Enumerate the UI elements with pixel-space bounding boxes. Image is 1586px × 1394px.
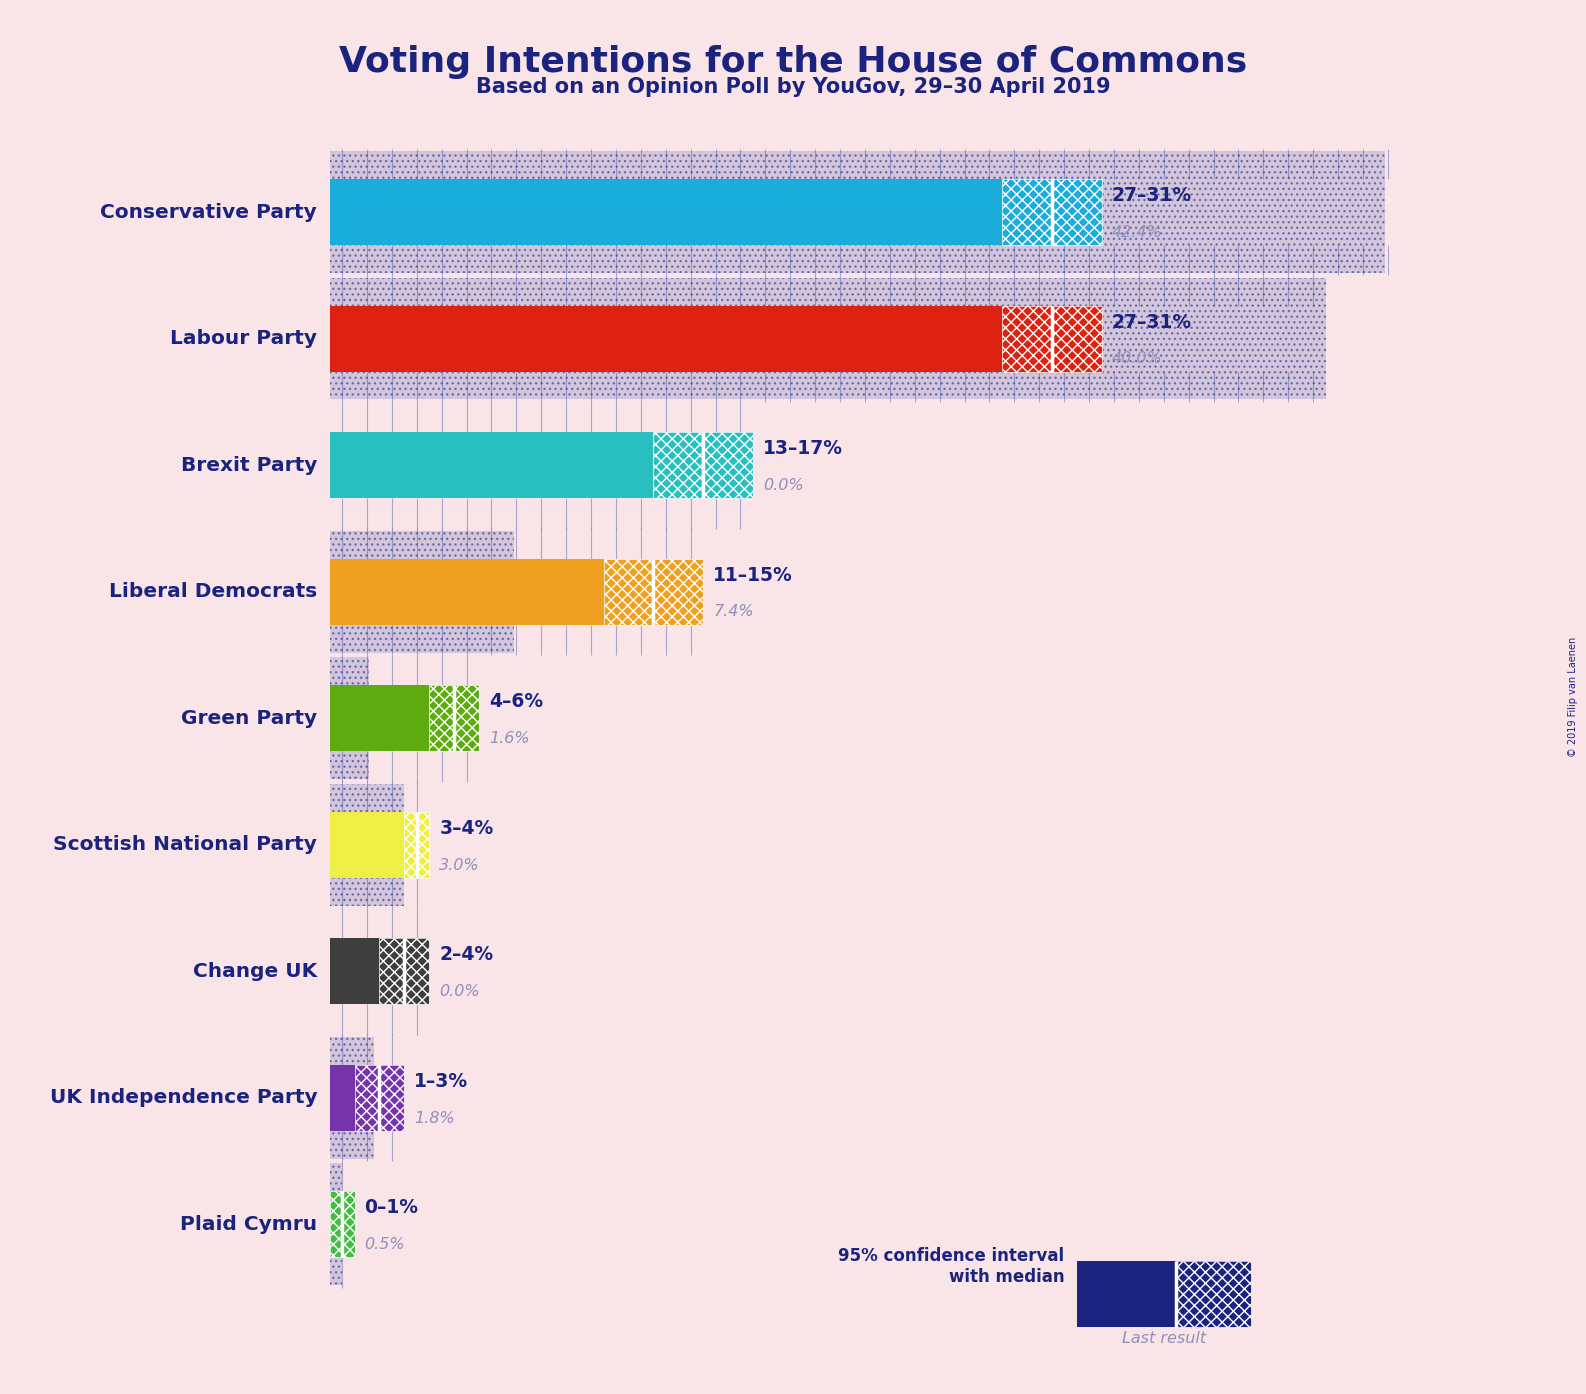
Text: 40.0%: 40.0% xyxy=(1112,351,1163,367)
Text: 2–4%: 2–4% xyxy=(439,945,493,965)
Text: UK Independence Party: UK Independence Party xyxy=(49,1089,317,1107)
Bar xyxy=(379,938,430,1004)
Bar xyxy=(355,1065,404,1131)
Text: 11–15%: 11–15% xyxy=(714,566,793,584)
Text: 7.4%: 7.4% xyxy=(714,605,753,619)
Text: 0–1%: 0–1% xyxy=(365,1199,419,1217)
Bar xyxy=(330,1192,355,1257)
Bar xyxy=(653,432,753,498)
Bar xyxy=(330,658,370,779)
Bar xyxy=(330,658,370,779)
Text: 3–4%: 3–4% xyxy=(439,818,493,838)
Text: © 2019 Filip van Laenen: © 2019 Filip van Laenen xyxy=(1569,637,1578,757)
Text: Green Party: Green Party xyxy=(181,708,317,728)
Text: Liberal Democrats: Liberal Democrats xyxy=(109,583,317,601)
Bar xyxy=(330,1192,355,1257)
Bar xyxy=(330,686,430,751)
Bar xyxy=(355,1065,404,1131)
Bar xyxy=(330,811,404,878)
Bar xyxy=(1002,305,1102,372)
Text: 0.0%: 0.0% xyxy=(439,984,481,999)
Text: 0.0%: 0.0% xyxy=(763,478,804,493)
Text: Labour Party: Labour Party xyxy=(170,329,317,348)
Bar xyxy=(1177,1262,1251,1327)
Bar xyxy=(379,938,430,1004)
Bar xyxy=(330,1065,355,1131)
Bar xyxy=(330,938,379,1004)
Text: Scottish National Party: Scottish National Party xyxy=(54,835,317,855)
Text: 27–31%: 27–31% xyxy=(1112,312,1191,332)
Bar xyxy=(604,559,703,625)
Bar xyxy=(330,151,1385,273)
Bar xyxy=(404,811,430,878)
Bar xyxy=(1002,180,1102,245)
Text: Conservative Party: Conservative Party xyxy=(100,202,317,222)
Text: 1.6%: 1.6% xyxy=(488,730,530,746)
Text: 0.5%: 0.5% xyxy=(365,1236,404,1252)
Text: Last result: Last result xyxy=(1121,1331,1205,1345)
Bar xyxy=(330,531,514,652)
Text: Brexit Party: Brexit Party xyxy=(181,456,317,475)
Bar xyxy=(430,686,479,751)
Text: 27–31%: 27–31% xyxy=(1112,187,1191,205)
Bar xyxy=(653,432,753,498)
Bar xyxy=(330,1164,343,1285)
Bar xyxy=(330,559,604,625)
Bar xyxy=(604,559,703,625)
Text: Change UK: Change UK xyxy=(193,962,317,981)
Bar xyxy=(330,432,653,498)
Text: 1–3%: 1–3% xyxy=(414,1072,468,1092)
Bar xyxy=(330,1037,374,1158)
Bar xyxy=(1077,1262,1251,1327)
Bar xyxy=(330,531,514,652)
Bar xyxy=(330,277,1326,400)
Bar xyxy=(1002,305,1102,372)
Bar xyxy=(330,277,1326,400)
Bar xyxy=(330,783,404,906)
Bar xyxy=(330,305,1002,372)
Text: Voting Intentions for the House of Commons: Voting Intentions for the House of Commo… xyxy=(339,45,1247,78)
Bar xyxy=(330,783,404,906)
Text: 1.8%: 1.8% xyxy=(414,1111,455,1125)
Bar xyxy=(1077,1281,1251,1308)
Text: 13–17%: 13–17% xyxy=(763,439,842,459)
Bar xyxy=(430,686,479,751)
Bar xyxy=(1002,180,1102,245)
Text: 4–6%: 4–6% xyxy=(488,693,542,711)
Bar xyxy=(330,151,1385,273)
Text: 95% confidence interval
with median: 95% confidence interval with median xyxy=(837,1246,1064,1285)
Text: 3.0%: 3.0% xyxy=(439,857,481,873)
Text: 42.4%: 42.4% xyxy=(1112,224,1163,240)
Bar xyxy=(330,180,1002,245)
Text: Plaid Cymru: Plaid Cymru xyxy=(181,1214,317,1234)
Bar xyxy=(330,1037,374,1158)
Bar xyxy=(404,811,430,878)
Text: Based on an Opinion Poll by YouGov, 29–30 April 2019: Based on an Opinion Poll by YouGov, 29–3… xyxy=(476,77,1110,96)
Bar xyxy=(330,1164,343,1285)
